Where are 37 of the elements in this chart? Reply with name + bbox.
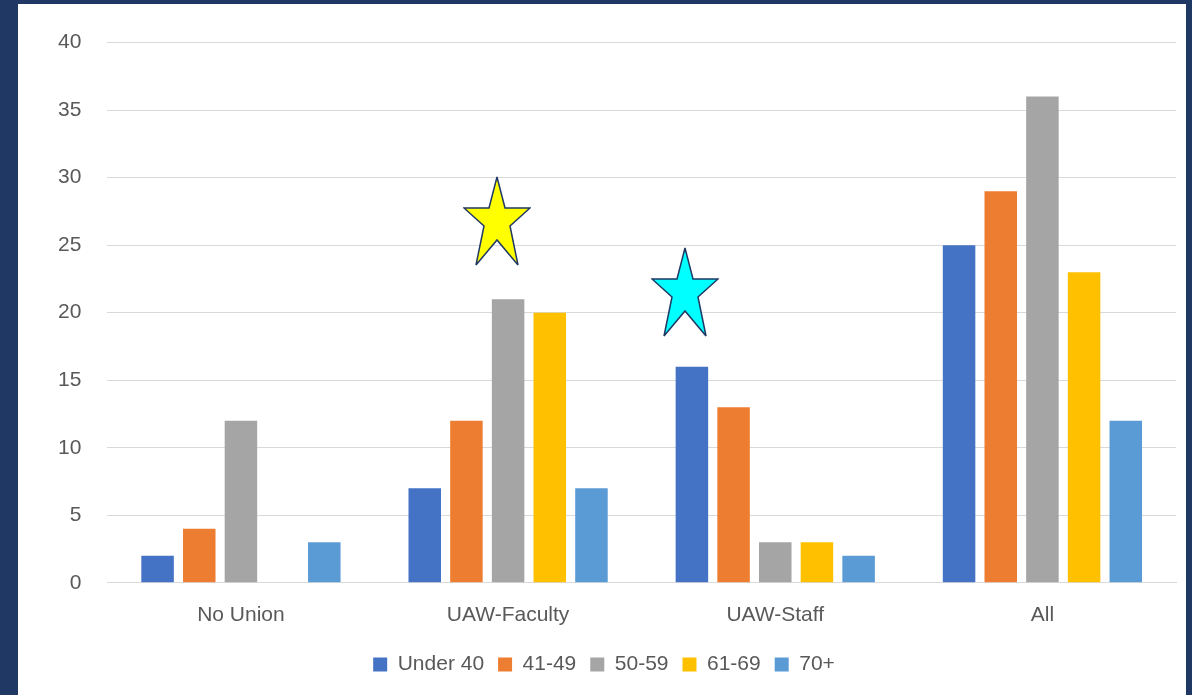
x-tick-label: UAW-Faculty <box>446 602 570 626</box>
y-tick-label: 35 <box>58 96 82 120</box>
y-tick-label: 5 <box>69 502 82 526</box>
bar <box>675 366 709 583</box>
legend-label: 50-59 <box>614 651 669 675</box>
legend-label: 41-49 <box>522 651 577 675</box>
bar <box>533 312 567 583</box>
bar <box>800 542 834 583</box>
x-tick-label: UAW-Staff <box>726 602 825 626</box>
y-tick-label: 15 <box>58 367 82 391</box>
bar <box>224 420 258 583</box>
bar <box>141 555 174 583</box>
legend-label: 61-69 <box>706 651 761 675</box>
y-tick-label: 0 <box>69 569 82 593</box>
bar <box>491 299 525 583</box>
y-tick-label: 20 <box>58 299 82 323</box>
bar <box>183 528 216 583</box>
bar <box>759 542 792 583</box>
y-tick-label: 40 <box>58 29 82 53</box>
bar <box>842 555 875 583</box>
legend-label: Under 40 <box>397 651 485 675</box>
legend-label: 70+ <box>799 651 835 675</box>
bar <box>1109 420 1143 583</box>
bar <box>450 420 483 583</box>
y-tick-label: 10 <box>58 434 82 458</box>
bar <box>1026 96 1059 583</box>
y-tick-label: 25 <box>58 231 82 255</box>
bar <box>717 407 750 583</box>
bar <box>942 245 976 583</box>
x-tick-label: All <box>1030 602 1055 626</box>
y-tick-label: 30 <box>58 164 82 188</box>
bar <box>408 488 441 583</box>
bar <box>575 488 608 583</box>
bar <box>1067 272 1101 583</box>
bar <box>308 542 341 583</box>
x-tick-label: No Union <box>197 602 285 626</box>
bar <box>984 191 1017 583</box>
